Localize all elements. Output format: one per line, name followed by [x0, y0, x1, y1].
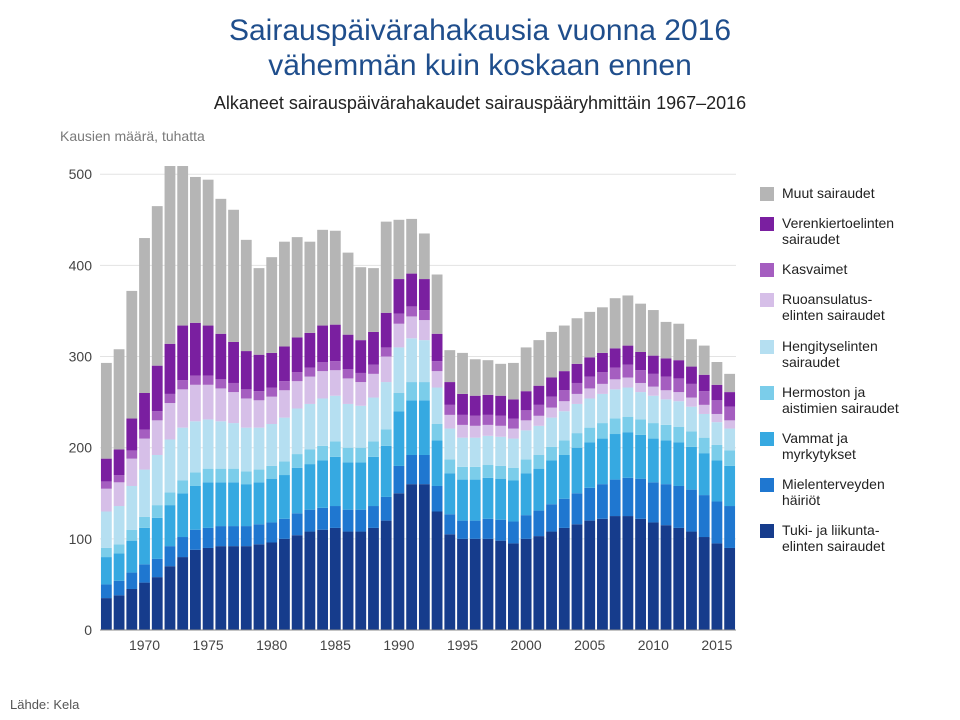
svg-text:1975: 1975	[193, 637, 224, 653]
legend-label: Hengityselintensairaudet	[782, 338, 878, 370]
legend-item: Tuki- ja liikunta-elinten sairaudet	[760, 522, 950, 554]
chart-subtitle: Alkaneet sairauspäivärahakaudet sairausp…	[0, 93, 960, 114]
svg-text:1980: 1980	[256, 637, 287, 653]
legend-label: Muut sairaudet	[782, 185, 875, 201]
legend-item: Verenkiertoelintensairaudet	[760, 215, 950, 247]
legend-label: Mielenterveydenhäiriöt	[782, 476, 885, 508]
svg-text:0: 0	[84, 622, 92, 638]
source-label: Lähde: Kela	[10, 697, 79, 712]
legend-label: Hermoston jaaistimien sairaudet	[782, 384, 899, 416]
svg-text:200: 200	[69, 440, 93, 456]
legend-item: Hermoston jaaistimien sairaudet	[760, 384, 950, 416]
chart-plot-area: 0 100 200 300 400 500 1970 1975 1980 1985 1990 1995…	[60, 150, 740, 660]
svg-text:2005: 2005	[574, 637, 605, 653]
legend-item: Kasvaimet	[760, 261, 950, 277]
legend-label: Ruoansulatus-elinten sairaudet	[782, 291, 885, 323]
legend-swatch	[760, 293, 774, 307]
legend-swatch	[760, 478, 774, 492]
svg-text:2015: 2015	[701, 637, 732, 653]
legend-label: Verenkiertoelintensairaudet	[782, 215, 894, 247]
svg-text:300: 300	[69, 349, 93, 365]
legend-swatch	[760, 340, 774, 354]
legend-swatch	[760, 187, 774, 201]
legend-label: Vammat jamyrkytykset	[782, 430, 856, 462]
svg-text:500: 500	[69, 166, 93, 182]
svg-text:1995: 1995	[447, 637, 478, 653]
svg-text:2010: 2010	[638, 637, 669, 653]
legend-item: Vammat jamyrkytykset	[760, 430, 950, 462]
svg-text:400: 400	[69, 257, 93, 273]
legend-swatch	[760, 432, 774, 446]
legend-item: Muut sairaudet	[760, 185, 950, 201]
title-line1: Sairauspäivärahakausia vuonna 2016	[229, 14, 731, 47]
legend-label: Tuki- ja liikunta-elinten sairaudet	[782, 522, 885, 554]
svg-text:1970: 1970	[129, 637, 160, 653]
title-line2: vähemmän kuin koskaan ennen	[268, 49, 692, 82]
legend-swatch	[760, 263, 774, 277]
svg-text:1985: 1985	[320, 637, 351, 653]
legend-item: Ruoansulatus-elinten sairaudet	[760, 291, 950, 323]
svg-text:2000: 2000	[511, 637, 542, 653]
chart-title: Sairauspäivärahakausia vuonna 2016 vähem…	[0, 0, 960, 83]
legend-item: Hengityselintensairaudet	[760, 338, 950, 370]
legend: Muut sairaudet Verenkiertoelintensairaude…	[760, 185, 950, 569]
legend-swatch	[760, 386, 774, 400]
svg-text:100: 100	[69, 531, 93, 547]
stacked-bar-chart: 0 100 200 300 400 500 1970 1975 1980 1985 1990 1995…	[60, 150, 740, 660]
y-axis-label: Kausien määrä, tuhatta	[60, 128, 205, 144]
legend-label: Kasvaimet	[782, 261, 847, 277]
svg-text:1990: 1990	[383, 637, 414, 653]
legend-swatch	[760, 524, 774, 538]
legend-item: Mielenterveydenhäiriöt	[760, 476, 950, 508]
legend-swatch	[760, 217, 774, 231]
